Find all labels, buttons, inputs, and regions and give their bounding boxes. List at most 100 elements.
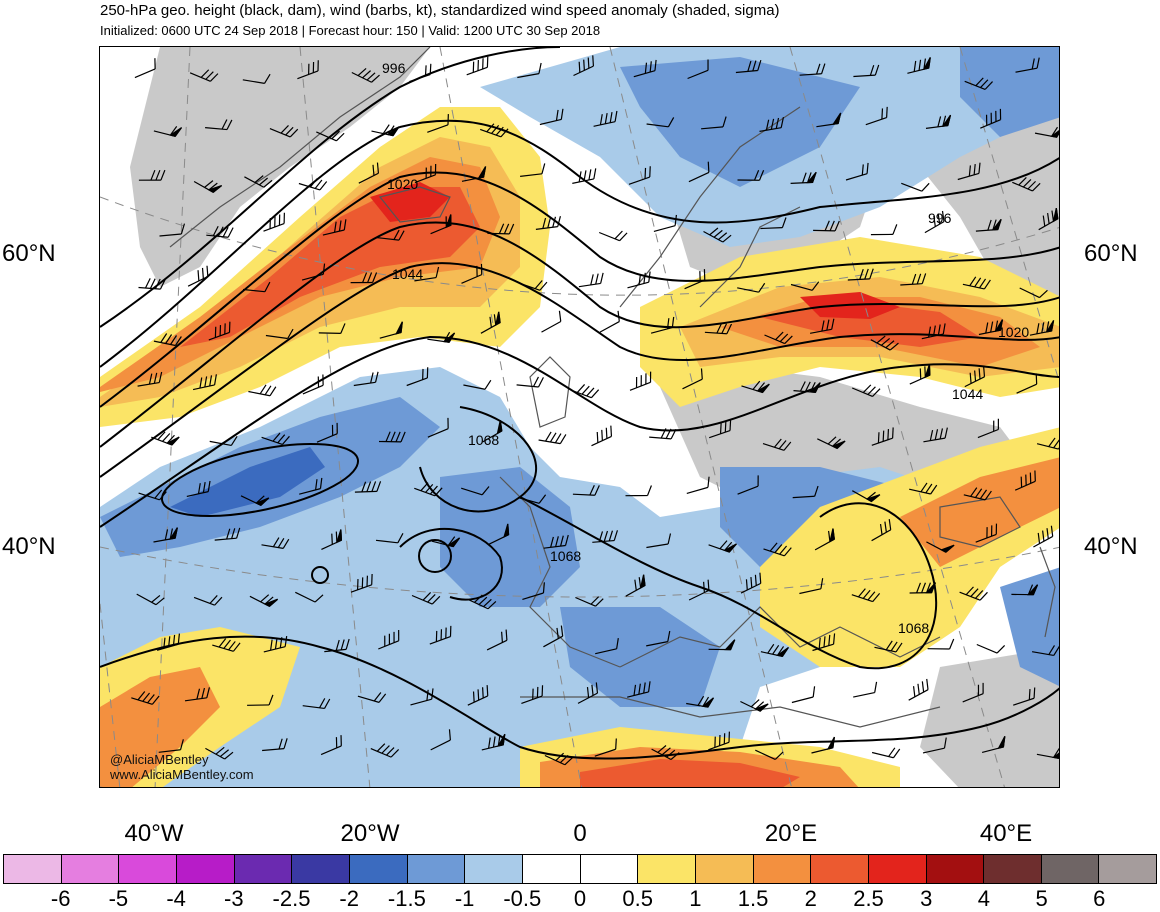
wind-barb-shaft [901, 182, 923, 192]
wind-barb-feather [887, 429, 890, 440]
wind-barb-feather [472, 61, 475, 73]
contour-label-7: 1044 [952, 386, 983, 402]
wind-barb-shaft [430, 739, 451, 751]
jet-southeast-orange [900, 457, 1059, 567]
wind-barb-feather [386, 747, 395, 756]
wind-barb [708, 731, 730, 751]
wind-barb-feather [974, 488, 983, 498]
wind-barb-feather [155, 597, 165, 606]
colorbar-swatch [868, 855, 927, 883]
wind-barb [206, 225, 234, 238]
wind-barb-feather [780, 117, 785, 128]
wind-barb-shaft [909, 488, 931, 495]
wind-barb-feather [943, 737, 947, 749]
wind-barb-shaft [908, 689, 929, 701]
wind-barb-feather [660, 428, 667, 439]
wind-barb-pennant [445, 214, 452, 229]
wind-barb-shaft [302, 705, 325, 710]
wind-barb-shaft [242, 79, 265, 84]
wind-barb [809, 318, 835, 334]
wind-barb-feather [827, 436, 837, 445]
wind-barb-shaft [627, 281, 649, 289]
wind-barb-shaft [295, 591, 316, 603]
wind-barb [131, 691, 160, 705]
wind-barb-pennant [922, 57, 931, 71]
wind-barb-feather [381, 745, 390, 754]
wind-barb-feather [713, 229, 723, 238]
wind-barb [812, 633, 836, 652]
wind-barb-shaft [962, 283, 985, 290]
wind-barb [299, 477, 323, 495]
wind-barb-feather [431, 688, 434, 700]
wind-barb-feather [552, 216, 557, 228]
wind-barb-feather [823, 636, 826, 648]
wind-barb [646, 117, 675, 128]
wind-barb-feather [657, 745, 667, 753]
lon-label-0: 0 [573, 820, 587, 847]
wind-barb-shaft [709, 430, 731, 439]
wind-barb [261, 537, 290, 549]
wind-barb-feather [757, 59, 762, 71]
wind-barb [538, 431, 567, 445]
wind-barb [137, 371, 163, 387]
wind-barb-feather [640, 375, 642, 386]
wind-barb-shaft [353, 381, 376, 387]
graticule [100, 47, 1059, 787]
europe-west-coast [499, 476, 621, 668]
wind-barb-shaft [570, 389, 592, 399]
wind-barb-feather [1042, 215, 1046, 227]
wind-barb [518, 280, 548, 291]
wind-barb-feather [1029, 472, 1032, 484]
wind-barb-feather [670, 428, 677, 440]
wind-barb-feather [709, 227, 719, 236]
wind-barb-shaft [244, 176, 265, 188]
wind-barb-feather [497, 735, 501, 747]
wind-barb-pennant [997, 736, 1006, 750]
wind-barb-feather [501, 631, 503, 643]
wind-barb [522, 582, 545, 600]
wind-barb-feather [137, 691, 146, 701]
wind-barb [759, 117, 785, 132]
wind-barb-shaft [687, 69, 709, 80]
colorbar-swatch [292, 855, 350, 883]
wind-barb-shaft [595, 648, 617, 655]
wind-barb [1014, 470, 1036, 491]
wind-barb-feather [397, 533, 404, 544]
wind-barb-feather [983, 279, 991, 290]
wind-barb-feather [578, 171, 582, 183]
wind-barb-feather [155, 169, 161, 181]
wind-barb-shaft [646, 543, 669, 549]
wind-barb-feather [372, 164, 375, 176]
wind-barb [521, 685, 544, 704]
wind-barb [429, 625, 452, 645]
wind-barb-shaft [193, 596, 215, 606]
wind-barb-shaft [763, 548, 785, 557]
wind-barb-shaft [575, 596, 596, 607]
wind-barb-feather [757, 475, 759, 487]
wind-barb-feather [264, 385, 272, 396]
wind-barb [709, 419, 732, 439]
wind-barb-feather [508, 223, 515, 235]
wind-barb-feather [934, 429, 939, 440]
wind-barb-shaft [186, 491, 209, 497]
wind-barb-feather [773, 438, 782, 448]
wind-barb-shaft [316, 131, 337, 142]
wind-barb-shaft [1019, 287, 1040, 299]
wind-barb-shaft [598, 231, 620, 242]
wind-barb-feather [538, 494, 547, 504]
wind-barb-feather [719, 540, 728, 550]
wind-barb [193, 180, 223, 194]
wind-barb [427, 331, 456, 343]
wind-barb-feather [890, 641, 898, 652]
wind-barb-feather [595, 682, 599, 694]
wind-barb-feather [703, 269, 706, 280]
wind-barb [136, 593, 165, 606]
wind-barb-feather [913, 60, 917, 72]
wind-barb-feather [892, 427, 894, 439]
wind-barb-feather [965, 586, 974, 596]
wind-barb [927, 638, 955, 650]
wind-barb-feather [331, 130, 340, 140]
wind-barb-feather [783, 441, 792, 451]
wind-barb-feather [477, 689, 480, 701]
parallel-40n [100, 546, 1059, 598]
